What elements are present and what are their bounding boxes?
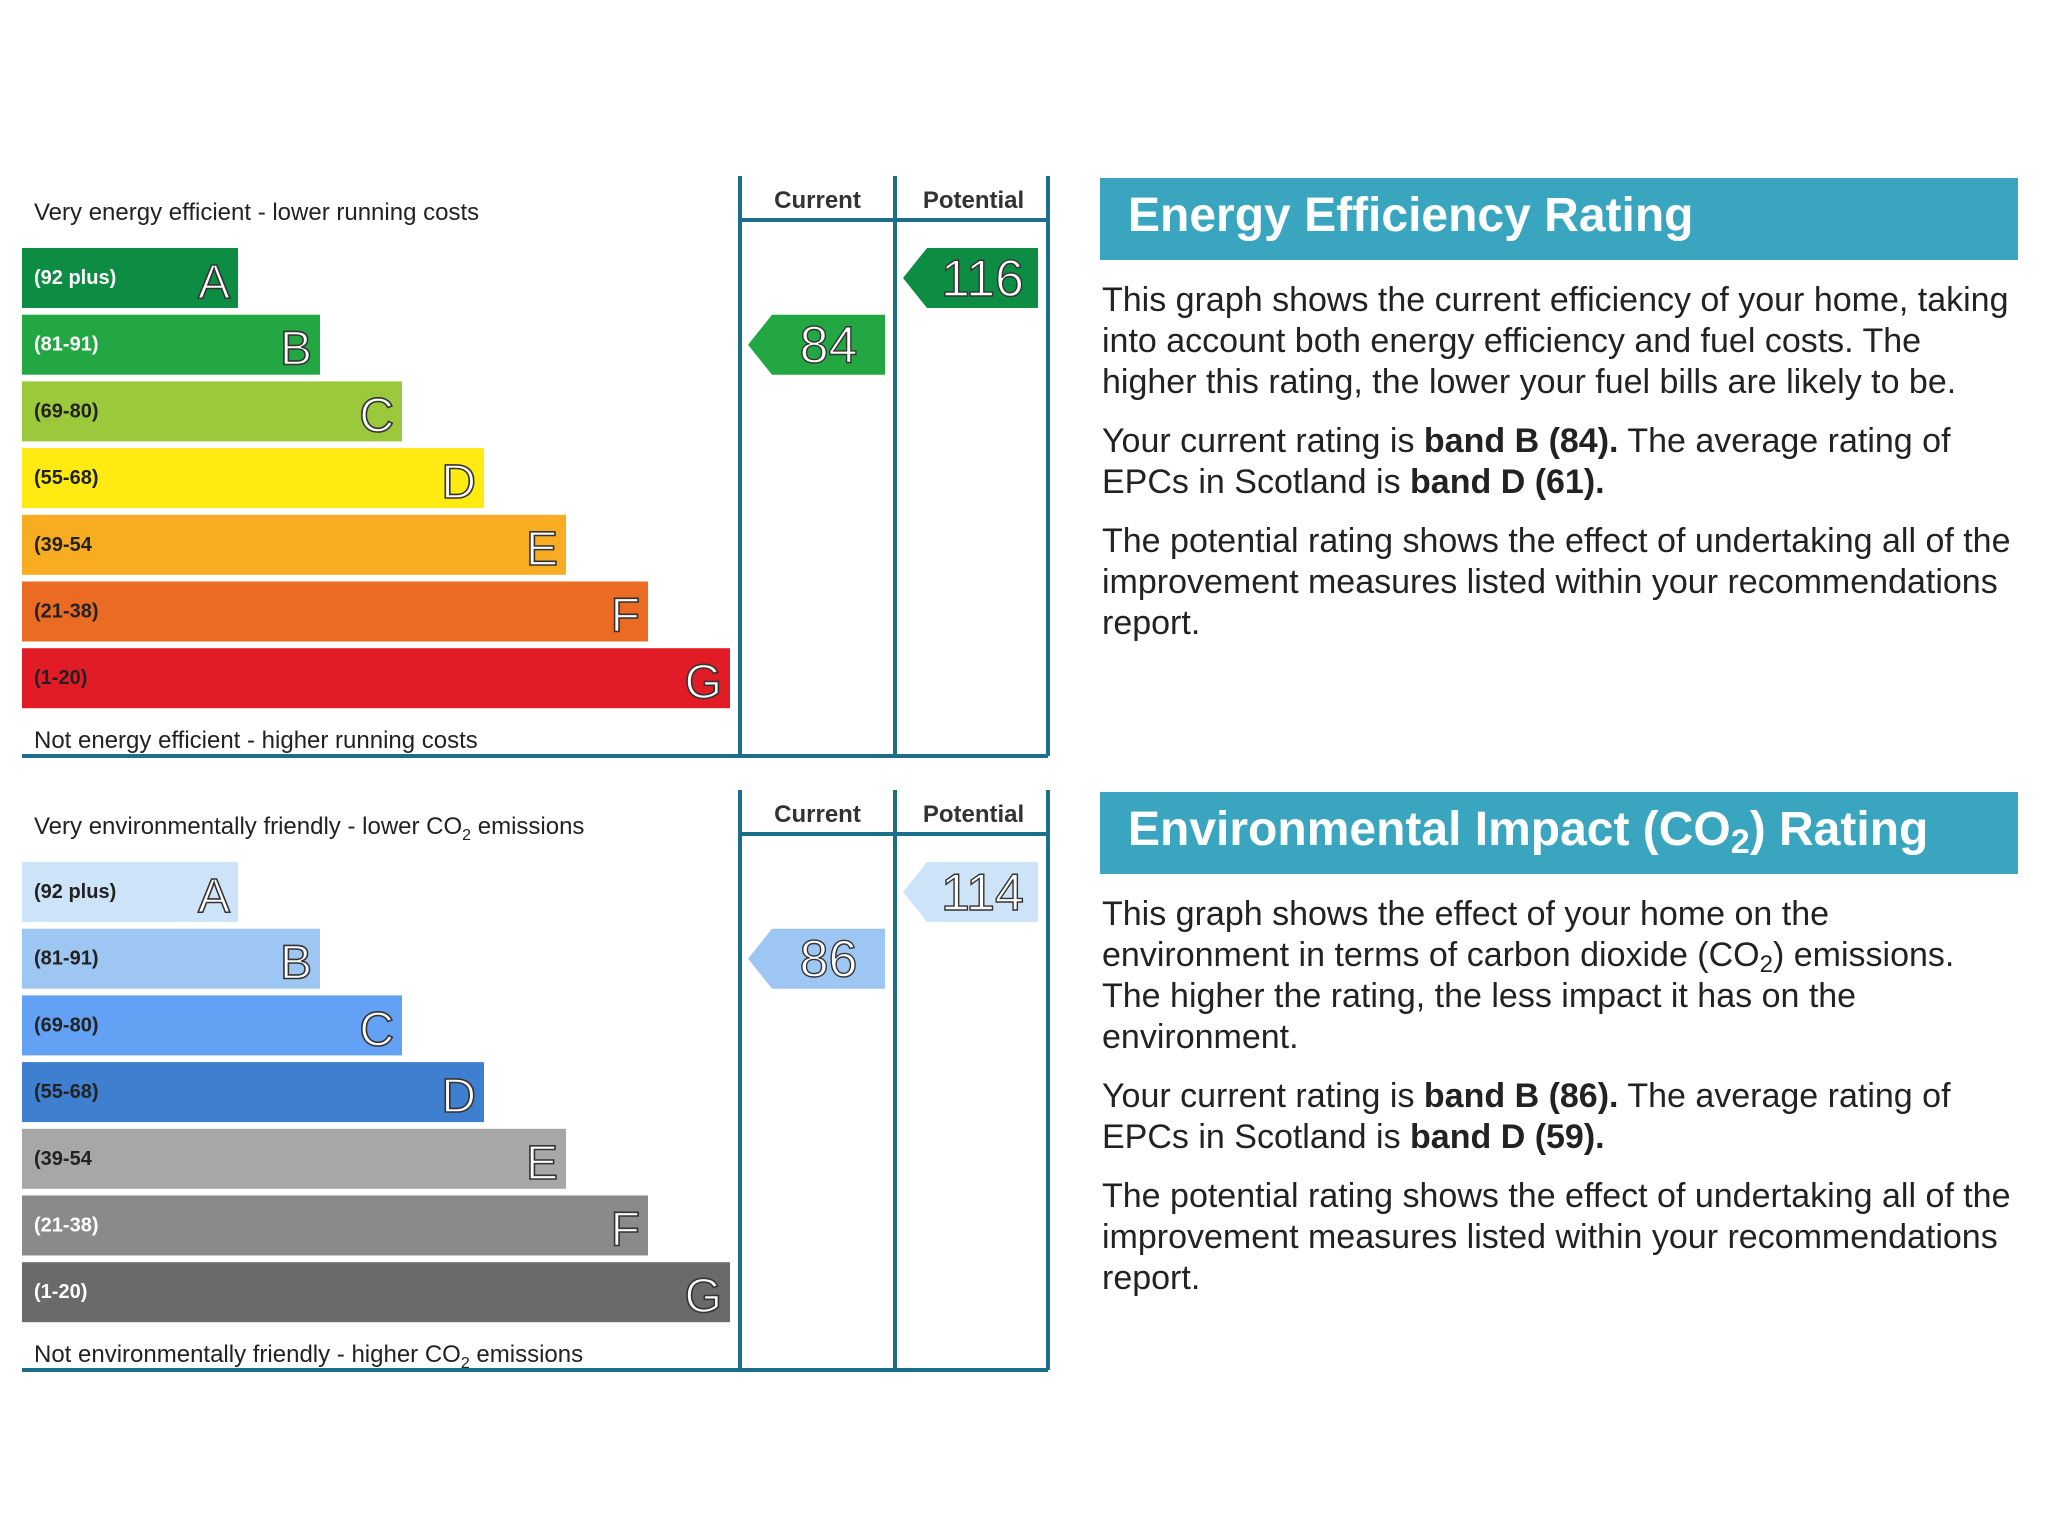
ei-top-caption-text: Very environmentally friendly - lower CO xyxy=(34,813,462,840)
environmental-impact-chart-svg: Current Potential Very environmentally fri… xyxy=(22,790,1050,1372)
eer-band-range-f: (21-38) xyxy=(34,601,98,623)
ei-bottom-caption-text: Not environmentally friendly - higher CO xyxy=(34,1341,461,1368)
ei-top-caption-text: emissions xyxy=(471,813,584,840)
ei-band-bar-a xyxy=(22,862,238,922)
eer-band-letter-a: A xyxy=(198,256,230,309)
environmental-impact-title: Environmental Impact (CO2) Rating xyxy=(1100,792,2018,874)
ei-band-bar-e xyxy=(22,1128,566,1189)
ei-band-letter-f: F xyxy=(611,1204,640,1257)
ei-band-letter-c: C xyxy=(359,1003,394,1056)
description-text: This graph shows the effect of your home… xyxy=(1102,895,1830,974)
ei-band-bar-c xyxy=(22,995,402,1056)
ei-band-range-d: (55-68) xyxy=(34,1081,98,1103)
eer-top-caption: Very energy efficient - lower running co… xyxy=(34,199,479,226)
title-subscript: 2 xyxy=(1730,823,1750,861)
summary-text: Your current rating is xyxy=(1102,422,1424,460)
eer-current-value: 84 xyxy=(800,317,858,375)
summary-text: The average rating of EPCs in Scotland i… xyxy=(1102,422,1951,501)
average-band-value: band D (59). xyxy=(1410,1118,1605,1156)
ei-band-bar-g xyxy=(22,1262,730,1323)
eer-band-letter-g: G xyxy=(685,656,722,709)
title-text: ) Rating xyxy=(1749,803,1929,856)
description-text: ) emissions. The higher the rating, the … xyxy=(1102,936,1955,1056)
energy-efficiency-chart-svg: Current Potential Very energy efficient - … xyxy=(22,176,1050,758)
current-band-value: band B (84). xyxy=(1423,422,1619,460)
eer-column-header-current: Current xyxy=(774,187,861,214)
ei-band-range-g: (1-20) xyxy=(34,1281,87,1303)
average-band-value: band D (61). xyxy=(1410,463,1605,501)
eer-band-range-d: (55-68) xyxy=(34,467,98,489)
energy-efficiency-title: Energy Efficiency Rating xyxy=(1100,178,2018,260)
energy-efficiency-description: This graph shows the current efficiency … xyxy=(1102,281,2009,401)
energy-efficiency-current-summary: Your current rating is band B (84). The … xyxy=(1102,421,2018,503)
ei-band-range-b: (81-91) xyxy=(34,948,98,970)
ei-column-header-current: Current xyxy=(774,801,861,828)
eer-band-bar-b xyxy=(22,314,320,375)
eer-band-range-a: (92 plus) xyxy=(34,267,116,289)
eer-potential-value: 116 xyxy=(941,250,1024,308)
ei-current-arrow xyxy=(748,928,885,989)
ei-band-bar-b xyxy=(22,928,320,989)
eer-band-letter-c: C xyxy=(359,389,394,442)
summary-text: Your current rating is xyxy=(1102,1077,1424,1115)
ei-potential-arrow xyxy=(903,862,1038,922)
eer-band-bar-c xyxy=(22,381,402,442)
ei-band-range-a: (92 plus) xyxy=(34,881,116,903)
ei-top-caption: Very environmentally friendly - lower CO… xyxy=(34,813,584,844)
eer-band-range-c: (69-80) xyxy=(34,400,98,422)
eer-bottom-caption: Not energy efficient - higher running co… xyxy=(34,727,478,754)
energy-efficiency-chart: Current Potential Very energy efficient - … xyxy=(0,176,1060,766)
eer-band-range-e: (39-54 xyxy=(34,534,93,556)
ei-band-range-c: (69-80) xyxy=(34,1014,98,1036)
eer-band-letter-d: D xyxy=(441,456,476,509)
eer-band-letter-f: F xyxy=(611,590,640,643)
ei-band-range-f: (21-38) xyxy=(34,1215,98,1237)
eer-band-bar-d xyxy=(22,448,484,509)
eer-band-range-b: (81-91) xyxy=(34,334,98,356)
eer-band-bar-e xyxy=(22,514,566,575)
ei-top-caption-subscript: 2 xyxy=(462,827,471,844)
summary-text: The average rating of EPCs in Scotland i… xyxy=(1102,1077,1951,1156)
environmental-impact-current-summary: Your current rating is band B (86). The … xyxy=(1102,1076,2018,1158)
ei-band-range-e: (39-54 xyxy=(34,1148,93,1170)
ei-band-letter-a: A xyxy=(198,870,230,923)
current-band-value: band B (86). xyxy=(1423,1077,1619,1115)
ei-bottom-caption-subscript: 2 xyxy=(461,1355,470,1372)
eer-band-range-g: (1-20) xyxy=(34,667,87,689)
environmental-impact-panel: Environmental Impact (CO2) Rating This g… xyxy=(1100,792,2018,1299)
environmental-impact-potential-summary: The potential rating shows the effect of… xyxy=(1102,1177,2011,1297)
ei-band-letter-b: B xyxy=(280,937,312,990)
energy-efficiency-potential-summary: The potential rating shows the effect of… xyxy=(1102,522,2011,642)
ei-bottom-caption: Not environmentally friendly - higher CO… xyxy=(34,1341,583,1372)
ei-bottom-caption-text: emissions xyxy=(470,1341,583,1368)
eer-column-header-potential: Potential xyxy=(923,187,1024,214)
ei-band-bar-f xyxy=(22,1195,648,1256)
ei-band-letter-d: D xyxy=(441,1070,476,1123)
eer-potential-arrow xyxy=(903,248,1038,308)
ei-band-letter-e: E xyxy=(526,1137,558,1190)
ei-potential-value: 114 xyxy=(941,864,1024,922)
eer-current-arrow xyxy=(748,314,885,375)
energy-efficiency-panel: Energy Efficiency Rating This graph show… xyxy=(1100,178,2018,644)
eer-band-letter-e: E xyxy=(526,523,558,576)
eer-band-bar-a xyxy=(22,248,238,308)
ei-band-bar-d xyxy=(22,1062,484,1123)
environmental-impact-chart: Current Potential Very environmentally fri… xyxy=(0,790,1060,1380)
ei-current-value: 86 xyxy=(800,931,858,989)
title-text: Environmental Impact (CO xyxy=(1128,803,1731,856)
eer-band-bar-f xyxy=(22,581,648,642)
description-subscript: 2 xyxy=(1759,951,1773,978)
ei-band-letter-g: G xyxy=(685,1270,722,1323)
eer-band-letter-b: B xyxy=(280,323,312,376)
eer-band-bar-g xyxy=(22,648,730,709)
environmental-impact-description: This graph shows the effect of your home… xyxy=(1102,894,2018,1058)
ei-column-header-potential: Potential xyxy=(923,801,1024,828)
